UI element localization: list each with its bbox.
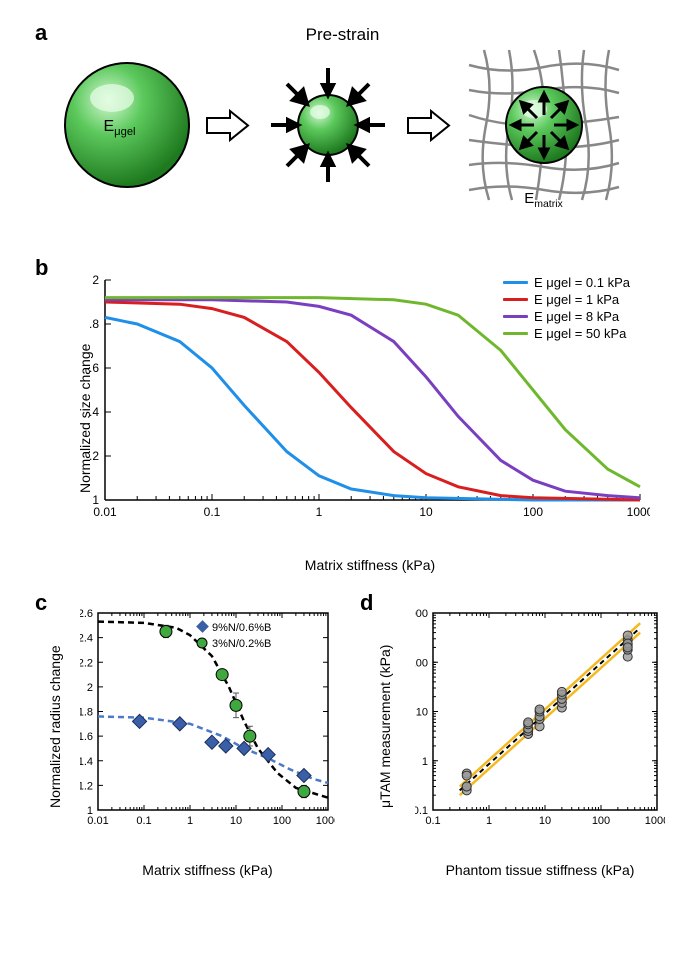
panel-b: b Normalized size change 11.21.41.61.820… xyxy=(20,255,665,565)
panel-b-xlabel: Matrix stiffness (kPa) xyxy=(90,557,650,573)
svg-text:10: 10 xyxy=(230,815,242,827)
svg-text:100: 100 xyxy=(415,657,428,669)
svg-text:1000: 1000 xyxy=(645,815,665,827)
svg-text:10: 10 xyxy=(416,707,428,719)
panel-d-label: d xyxy=(360,590,373,616)
svg-text:0.01: 0.01 xyxy=(93,505,117,519)
svg-text:1000: 1000 xyxy=(316,815,335,827)
svg-text:0.1: 0.1 xyxy=(204,505,221,519)
svg-text:2.6: 2.6 xyxy=(80,608,93,620)
svg-text:1.4: 1.4 xyxy=(90,405,99,419)
svg-text:2.4: 2.4 xyxy=(80,633,93,645)
sphere-large: Eμgel xyxy=(62,60,192,190)
svg-text:1: 1 xyxy=(422,756,428,768)
svg-text:1: 1 xyxy=(187,815,193,827)
panel-c-label: c xyxy=(35,590,47,616)
svg-text:1: 1 xyxy=(486,815,492,827)
matrix-label: Ematrix xyxy=(524,190,563,210)
svg-text:1000: 1000 xyxy=(627,505,650,519)
arrow-2 xyxy=(406,108,451,143)
panel-d-xlabel: Phantom tissue stiffness (kPa) xyxy=(415,862,665,878)
sphere1-label: Eμgel xyxy=(104,118,136,138)
panel-c-xlabel: Matrix stiffness (kPa) xyxy=(80,862,335,878)
sphere-small-container xyxy=(263,60,393,190)
svg-text:2: 2 xyxy=(87,682,93,694)
svg-text:1.2: 1.2 xyxy=(80,780,93,792)
svg-text:0.01: 0.01 xyxy=(87,815,108,827)
svg-text:1.2: 1.2 xyxy=(90,449,99,463)
svg-text:0.1: 0.1 xyxy=(425,815,440,827)
panel-cd-row: c Normalized radius change 1 1.2 1.4 1.6 1.8… xyxy=(20,590,665,870)
mesh-container: Ematrix xyxy=(464,45,624,205)
arrow-1 xyxy=(205,108,250,143)
panel-b-legend: E μgel = 0.1 kPaE μgel = 1 kPaE μgel = 8… xyxy=(503,275,630,343)
svg-text:1.8: 1.8 xyxy=(80,707,93,719)
panel-b-label: b xyxy=(35,255,48,281)
svg-text:1.8: 1.8 xyxy=(90,317,99,331)
panel-c-ylabel: Normalized radius change xyxy=(47,618,63,808)
panel-c: c Normalized radius change 1 1.2 1.4 1.6 1.8… xyxy=(20,590,335,870)
svg-text:1.4: 1.4 xyxy=(80,756,93,768)
figure-container: a Pre-strain Eμgel xyxy=(0,0,685,890)
svg-text:2: 2 xyxy=(92,273,99,287)
svg-text:100: 100 xyxy=(523,505,543,519)
panel-d: d μTAM measurement (kPa) 0.111010010000.… xyxy=(350,590,665,870)
svg-text:10: 10 xyxy=(419,505,433,519)
panel-a-label: a xyxy=(35,20,47,46)
svg-text:1: 1 xyxy=(316,505,323,519)
svg-text:9%N/0.6%B: 9%N/0.6%B xyxy=(212,622,271,634)
svg-text:100: 100 xyxy=(592,815,610,827)
diagram-row: Eμgel xyxy=(20,20,665,230)
svg-text:1000: 1000 xyxy=(415,608,428,620)
svg-text:1.6: 1.6 xyxy=(90,361,99,375)
svg-text:2.2: 2.2 xyxy=(80,657,93,669)
panel-d-ylabel: μTAM measurement (kPa) xyxy=(377,618,393,808)
prestrain-label: Pre-strain xyxy=(306,25,380,45)
chart-c-svg: 11.21.41.61.822.22.42.60.010.11101001000… xyxy=(80,605,335,845)
svg-text:3%N/0.2%B: 3%N/0.2%B xyxy=(212,638,271,650)
svg-text:100: 100 xyxy=(273,815,291,827)
svg-text:0.1: 0.1 xyxy=(136,815,151,827)
svg-text:1.6: 1.6 xyxy=(80,731,93,743)
svg-text:10: 10 xyxy=(539,815,551,827)
panel-a: a Pre-strain Eμgel xyxy=(20,20,665,230)
chart-d-svg: 0.111010010000.11101001000 xyxy=(415,605,665,845)
